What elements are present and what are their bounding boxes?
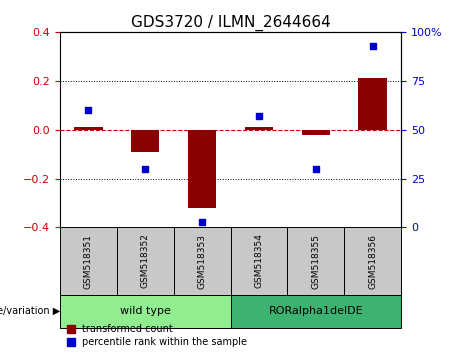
Bar <box>117 228 174 295</box>
Point <box>369 43 376 48</box>
Bar <box>60 228 117 295</box>
Text: GSM518356: GSM518356 <box>368 234 377 289</box>
Bar <box>344 228 401 295</box>
Point <box>85 107 92 113</box>
Legend: transformed count, percentile rank within the sample: transformed count, percentile rank withi… <box>65 322 249 349</box>
Bar <box>188 130 216 208</box>
Bar <box>245 127 273 130</box>
Text: GSM518354: GSM518354 <box>254 234 263 289</box>
Point <box>142 166 149 172</box>
Bar <box>74 127 102 130</box>
Bar <box>358 78 387 130</box>
Point <box>198 219 206 224</box>
Bar <box>301 130 330 135</box>
Point <box>312 166 319 172</box>
Text: wild type: wild type <box>120 306 171 316</box>
Text: GSM518351: GSM518351 <box>84 234 93 289</box>
Bar <box>230 295 401 328</box>
Text: GSM518355: GSM518355 <box>311 234 320 289</box>
Bar <box>230 228 287 295</box>
Title: GDS3720 / ILMN_2644664: GDS3720 / ILMN_2644664 <box>130 14 331 30</box>
Bar <box>131 130 160 152</box>
Bar <box>287 228 344 295</box>
Point <box>255 113 263 119</box>
Text: RORalpha1delDE: RORalpha1delDE <box>268 306 363 316</box>
Text: GSM518353: GSM518353 <box>198 234 207 289</box>
Text: genotype/variation ▶: genotype/variation ▶ <box>0 306 60 316</box>
Bar <box>174 228 230 295</box>
Text: GSM518352: GSM518352 <box>141 234 150 289</box>
Bar <box>60 295 230 328</box>
